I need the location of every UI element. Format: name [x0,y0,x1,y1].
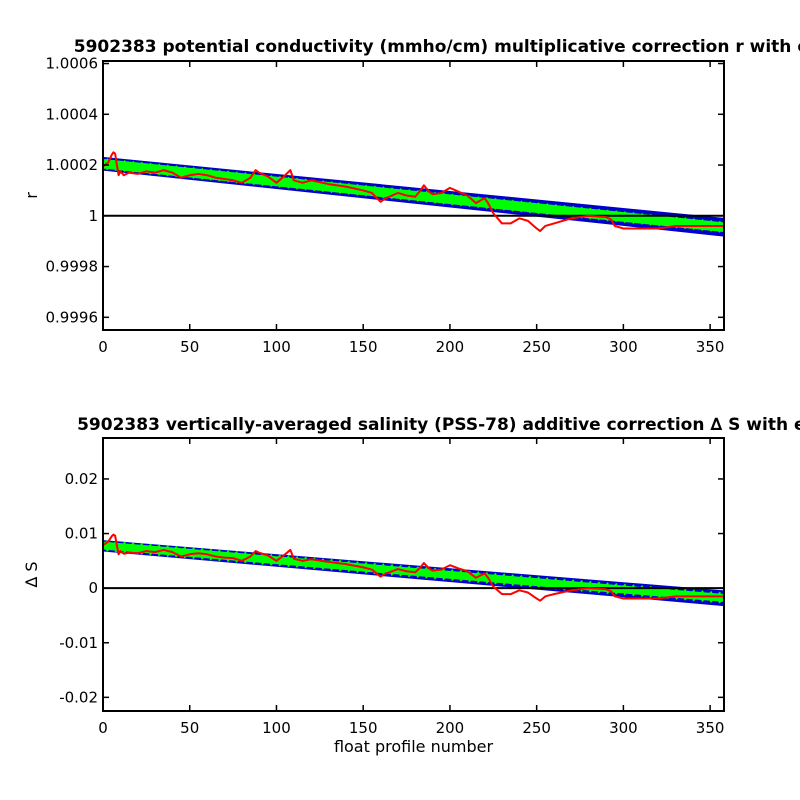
bottom-fit-marker [451,569,463,581]
bottom-y-tick-label: -0.02 [59,688,98,706]
bottom-y-tick-label: -0.01 [59,634,98,652]
bottom-profile-correction-line [103,533,724,602]
bottom-y-tick-label: 0 [88,579,98,597]
top-data-layer [103,151,724,237]
bottom-fit-marker [623,584,635,596]
bottom-data-layer [103,533,724,607]
bottom-fit-marker [528,576,540,588]
bottom-fit-marker [382,564,394,576]
top-axes-box [102,60,725,331]
top-profile-correction-line [103,151,724,233]
top-y-tick-label: 1.0002 [46,156,99,174]
top-x-tick-label: 200 [436,338,465,356]
bottom-x-axis-label: float profile number [334,737,494,756]
top-y-tick-label: 0.9998 [46,258,99,276]
top-y-axis-label: r [22,192,41,199]
bottom-x-tick-label: 150 [349,719,378,737]
top-x-tick-label: 100 [262,338,291,356]
bottom-fit-marker [545,577,558,589]
top-x-tick-label: 0 [98,338,108,356]
bottom-fit-marker [485,572,497,584]
bottom-fit-marker [494,573,506,585]
bottom-y-axis-label: ∆ S [22,562,41,589]
bottom-chart-title: 5902383 vertically-averaged salinity (PS… [77,415,800,435]
bottom-x-tick-label: 250 [522,719,551,737]
top-y-tick-label: 1 [88,207,98,225]
bottom-fit-marker [218,550,230,562]
bottom-fit-marker [252,553,264,565]
bottom-plot-panel: 0 50 100 150 200 250 300 350 -0.02 -0.01 0 0.01 0.02… [22,415,800,756]
bottom-x-tick-label: 0 [98,719,108,737]
top-x-tick-label: 50 [180,338,199,356]
top-plot-panel: 0 50 100 150 200 250 300 350 0.9996 0.9998 1 1.0002… [22,37,800,356]
bottom-axes-box [102,437,725,712]
top-fit-marker [718,221,724,233]
bottom-fit-marker [718,592,724,604]
bottom-fit-marker [589,581,601,593]
bottom-fit-marker [442,569,454,581]
top-y-tick-label: 1.0006 [46,55,99,73]
bottom-x-tick-label: 300 [609,719,638,737]
bottom-fit-marker [520,575,532,587]
bottom-fit-marker [347,561,359,573]
top-x-tick-label: 250 [522,338,551,356]
bottom-x-tick-label: 50 [180,719,199,737]
bottom-x-tick-label: 350 [696,719,725,737]
bottom-fit-marker [537,577,549,589]
bottom-fit-marker [209,549,221,561]
top-x-tick-label: 350 [696,338,725,356]
bottom-fit-marker [675,588,687,600]
bottom-fit-marker [123,542,135,554]
bottom-x-tick-label: 200 [436,719,465,737]
top-y-tick-label: 0.9996 [46,308,99,326]
bottom-x-tick-label: 100 [262,719,291,737]
bottom-y-tick-label: 0.01 [65,525,98,543]
top-chart-title: 5902383 potential conductivity (mmho/cm)… [74,37,800,57]
bottom-y-tick-label: 0.02 [65,470,98,488]
bottom-fit-marker [511,574,523,587]
top-x-tick-label: 150 [349,338,378,356]
bottom-fit-marker [149,544,161,556]
bottom-fit-marker [106,540,118,552]
bottom-fit-marker [658,587,670,599]
top-x-tick-label: 300 [609,338,638,356]
bottom-fit-marker [502,574,514,586]
bottom-fit-marker [614,583,627,595]
top-y-tick-label: 1.0004 [46,105,99,123]
bottom-fit-marker [683,589,696,601]
